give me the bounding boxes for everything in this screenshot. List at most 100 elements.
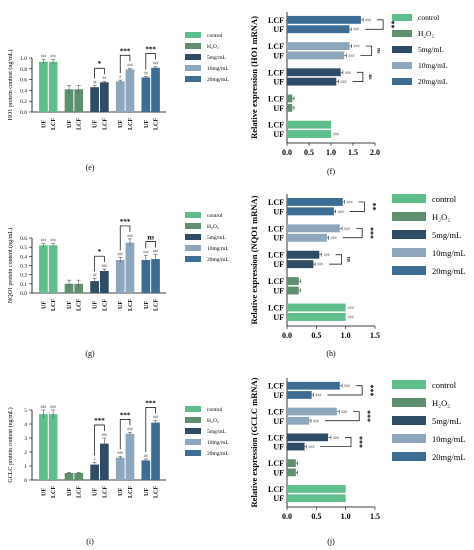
bar-category-label: UF (273, 78, 284, 87)
y-tick-label: 0 (24, 478, 27, 484)
bar (287, 233, 327, 242)
panel-label: (h) (326, 349, 336, 358)
hash-mark: ### (348, 305, 354, 310)
x-tick-label: LCF (77, 486, 83, 498)
significance-label: *** (363, 410, 372, 422)
bar-category-label: LCF (268, 68, 284, 77)
bar-category-label: UF (273, 287, 284, 296)
legend-swatch (185, 256, 201, 262)
hash-mark: ### (354, 44, 360, 49)
hash-mark: ## (144, 71, 148, 75)
x-tick-label: UF (67, 120, 73, 128)
bar-category-label: LCF (268, 304, 284, 313)
x-tick-label: LCF (154, 299, 160, 311)
hash-mark: ### (338, 209, 344, 214)
y-tick-label: 3 (24, 436, 27, 442)
y-axis-label: Relative expression (HO1 mRNA) (249, 16, 259, 139)
significance-label: * (98, 60, 102, 68)
significance-bracket (119, 419, 131, 450)
bar (64, 283, 74, 293)
bar (287, 42, 350, 50)
bar (90, 281, 99, 293)
bar (48, 61, 58, 112)
legend-label: H₂O₂ (207, 224, 219, 230)
legend-label: control (432, 194, 457, 204)
legend-swatch (392, 62, 412, 69)
y-tick-label: 5 (24, 408, 27, 414)
significance-label: *** (120, 411, 131, 419)
legend-g: control H₂O₂ 5mg/mL 10mg/mL 20mg/mL (185, 212, 229, 263)
significance-label: *** (120, 47, 131, 55)
legend-swatch (185, 43, 201, 49)
chart-f: 0.0 0.5 1.0 1.5 2.0 Relative expression (HO1 … (249, 12, 396, 157)
bar-category-label: LCF (268, 198, 284, 207)
legend-label: 10mg/mL (207, 440, 229, 446)
legend-swatch (185, 234, 201, 240)
legend-label: 10mg/mL (418, 61, 448, 70)
bar (74, 473, 84, 480)
legend-label: H₂O₂ (207, 44, 219, 50)
bar (287, 260, 314, 269)
bar (287, 407, 337, 416)
hash-mark: ### (127, 234, 133, 238)
y-tick-label: 1 (24, 464, 27, 470)
x-tick-label: LCF (102, 486, 108, 498)
chart-j: 0.0 0.5 1.0 1.5 Relative expression (GCLC mR… (249, 377, 380, 521)
bar-category-label: LCF (268, 251, 284, 260)
legend-swatch (185, 65, 201, 71)
hash-mark: ### (127, 63, 133, 67)
bar (287, 485, 346, 493)
legend-swatch (185, 450, 201, 456)
hash-mark: ### (340, 79, 346, 84)
bar-category-label: LCF (268, 94, 284, 103)
legend-label: 5mg/mL (432, 230, 461, 240)
hash-mark: ### (333, 435, 339, 440)
hash-mark: ### (315, 392, 321, 397)
bar (287, 51, 345, 60)
legend-swatch (392, 434, 426, 443)
bar (287, 494, 346, 503)
significance-bracket (145, 241, 156, 249)
bar (287, 459, 296, 468)
y-tick-label: 1.0 (20, 56, 27, 62)
bar-category-label: LCF (268, 408, 284, 417)
x-tick-label: LCF (154, 118, 160, 130)
legend-swatch (392, 398, 426, 407)
legend-label: 5mg/mL (418, 45, 444, 54)
bar (287, 197, 343, 206)
bar-category-label: UF (273, 51, 284, 60)
bar (125, 433, 135, 480)
legend-label: 10mg/mL (207, 246, 229, 252)
legend-label: H₂O₂ (418, 29, 434, 38)
significance-label: *** (94, 417, 105, 425)
legend-swatch (185, 428, 201, 434)
legend-label: 20mg/mL (432, 266, 466, 276)
y-tick-label: 0.3 (20, 264, 27, 270)
bar (287, 94, 293, 103)
legend-h: control H₂O₂ 5mg/mL 10mg/mL 20mg/mL (392, 194, 466, 276)
hash-mark: ### (102, 264, 108, 268)
bar (287, 433, 329, 442)
hash-mark: ### (341, 409, 347, 414)
significance-bracket (329, 254, 342, 265)
significance-label: ** (368, 203, 377, 211)
legend-swatch (392, 14, 412, 21)
bar (287, 68, 341, 77)
legend-label: H₂O₂ (432, 398, 450, 408)
legend-label: control (418, 13, 439, 22)
legend-swatch (185, 212, 201, 218)
significance-bracket (327, 385, 363, 396)
x-tick-label: UF (41, 488, 47, 496)
hash-mark: ### (324, 252, 330, 257)
bar (125, 242, 135, 293)
bar-category-label: UF (273, 130, 284, 139)
legend-swatch (392, 30, 412, 37)
legend-label: 20mg/mL (207, 257, 229, 263)
significance-bracket (360, 45, 373, 56)
legend-label: H₂O₂ (207, 418, 219, 424)
x-tick-label: LCF (128, 486, 134, 498)
x-tick-label: 1.5 (348, 148, 358, 157)
legend-swatch (392, 452, 426, 461)
bar (287, 250, 320, 259)
